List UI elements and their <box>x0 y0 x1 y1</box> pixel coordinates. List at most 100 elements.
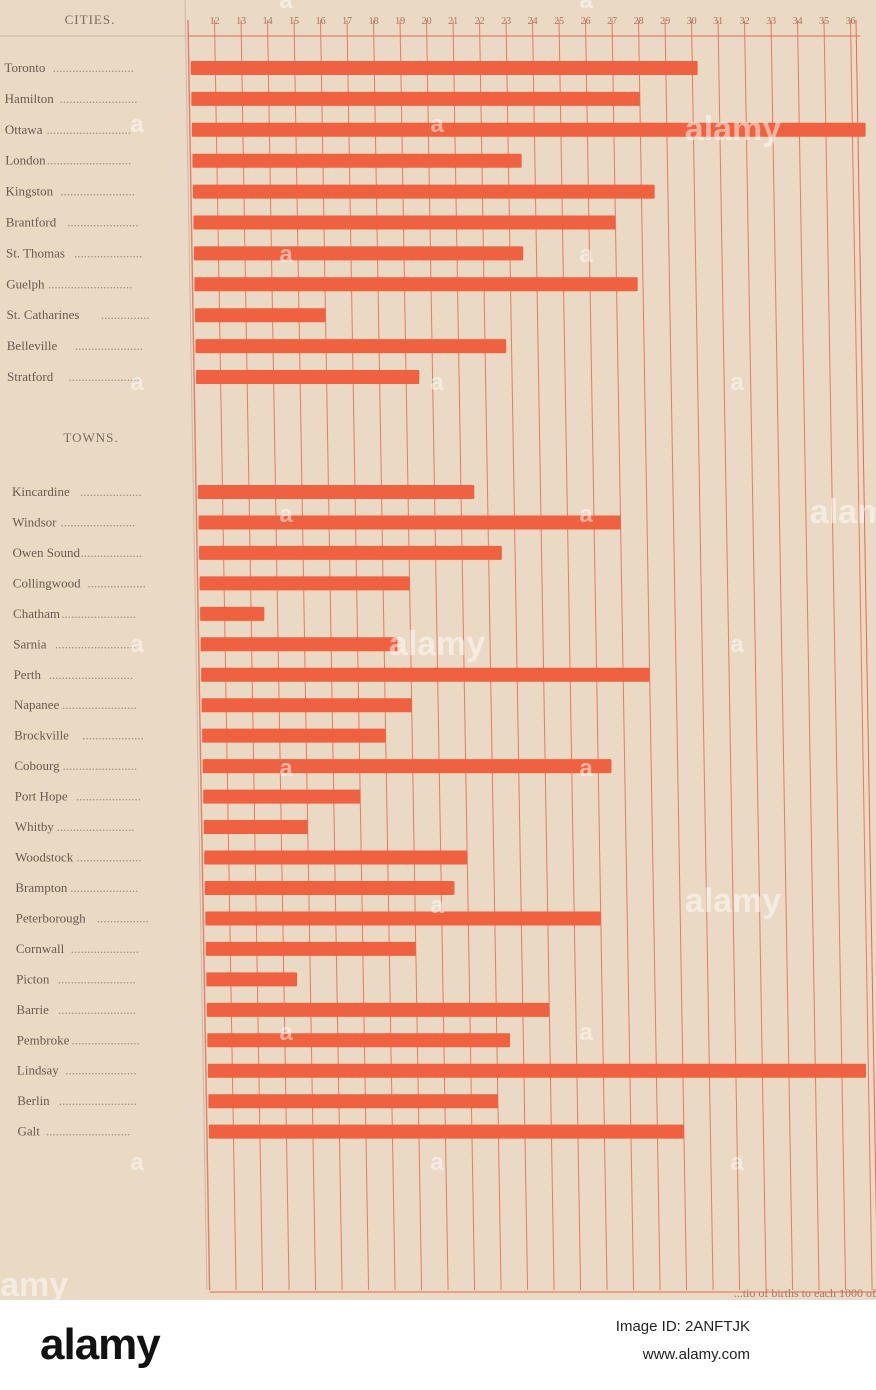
x-tick-label: 25 <box>554 16 564 27</box>
leader-dots: ...................... <box>65 1063 137 1078</box>
leader-dots: ..................... <box>71 941 139 956</box>
category-label: London <box>5 153 46 168</box>
bar-sarnia <box>200 637 398 652</box>
x-tick-label: 34 <box>793 16 803 27</box>
x-tick-label: 36 <box>846 16 856 27</box>
x-tick-label: 14 <box>263 16 273 27</box>
x-tick-label: 27 <box>607 16 617 27</box>
alamy-watermark-letter: a <box>279 755 293 782</box>
towns-heading: TOWNS. <box>63 430 118 445</box>
alamy-watermark: alamy <box>389 625 485 663</box>
grid-line-34 <box>797 19 820 1291</box>
leader-dots: .................... <box>77 850 142 865</box>
bar-whitby <box>203 820 308 835</box>
leader-dots: .................... <box>76 789 141 804</box>
leader-dots: ....................... <box>63 758 138 773</box>
alamy-watermark-letter: a <box>130 369 144 396</box>
alamy-watermark: alamy <box>0 1266 68 1300</box>
bar-cobourg <box>202 759 612 774</box>
category-label: Windsor <box>12 514 57 529</box>
bar-st-thomas <box>193 246 524 261</box>
x-tick-label: 30 <box>687 16 697 27</box>
category-label: Ottawa <box>5 122 43 137</box>
leader-dots: ......................... <box>55 636 136 651</box>
x-tick-label: 13 <box>236 16 246 27</box>
alamy-watermark: alamy <box>685 882 781 920</box>
category-label: St. Catharines <box>7 307 80 322</box>
bar-chatham <box>200 606 265 621</box>
category-label: Pembroke <box>17 1032 70 1047</box>
bar-brampton <box>204 880 455 895</box>
alamy-watermark-letter: a <box>430 369 444 396</box>
bar-belleville <box>195 339 507 354</box>
bar-picton <box>206 972 298 987</box>
leader-dots: ....................... <box>61 606 136 621</box>
alamy-watermark-letter: a <box>579 501 593 528</box>
grid-line-15 <box>293 19 317 1291</box>
category-label: St. Thomas <box>6 245 65 260</box>
category-label: Woodstock <box>15 850 74 865</box>
bar-kingston <box>192 184 655 199</box>
bar-stratford <box>196 370 420 384</box>
x-tick-label: 24 <box>528 16 538 27</box>
alamy-watermark-letter: a <box>430 1149 444 1176</box>
leader-dots: ..................... <box>71 1032 139 1047</box>
x-tick-label: 28 <box>634 16 644 27</box>
leader-dots: ...................... <box>67 215 139 230</box>
grid-line-26 <box>585 19 608 1291</box>
category-label: Picton <box>16 971 50 986</box>
leader-dots: ........................ <box>56 819 134 834</box>
alamy-watermark-letter: a <box>279 1019 293 1046</box>
alamy-watermark-letter: a <box>279 501 293 528</box>
category-label: Guelph <box>6 276 45 291</box>
cities-heading: CITIES. <box>65 12 116 27</box>
site-url: www.alamy.com <box>642 1346 750 1363</box>
bar-owen-sound <box>199 545 502 560</box>
leader-dots: ................... <box>81 545 143 560</box>
alamy-watermark-letter: a <box>730 1149 744 1176</box>
alamy-watermark-letter: a <box>430 111 444 138</box>
category-label: Kincardine <box>12 484 70 499</box>
bar-woodstock <box>204 850 468 865</box>
x-tick-label: 31 <box>713 16 723 27</box>
leader-dots: ....................... <box>60 514 135 529</box>
leader-dots: ..................... <box>70 880 138 895</box>
bar-brockville <box>202 728 386 743</box>
category-label: Whitby <box>15 819 54 834</box>
category-label: Belleville <box>7 338 58 353</box>
bar-port-hope <box>203 789 361 804</box>
leader-dots: ............... <box>101 307 150 322</box>
category-label: Owen Sound <box>13 545 81 560</box>
bar-windsor <box>198 515 621 530</box>
x-tick-label: 26 <box>581 16 591 27</box>
alamy-watermark: alamy <box>685 110 781 148</box>
grid-line-36 <box>850 19 873 1291</box>
grid-line-11 <box>187 19 211 1291</box>
grid-line-33 <box>770 19 794 1291</box>
bar-brantford <box>193 215 616 230</box>
leader-dots: .................. <box>87 575 146 590</box>
bar-berlin <box>208 1094 498 1109</box>
alamy-watermark-letter: a <box>579 755 593 782</box>
bar-peterborough <box>205 911 601 926</box>
alamy-watermark-letter: a <box>730 631 744 658</box>
x-tick-label: 29 <box>660 16 670 27</box>
leader-dots: ........................ <box>59 1093 137 1108</box>
alamy-watermark-letter: a <box>579 241 593 268</box>
grid-line-22 <box>479 19 502 1291</box>
grid-line-24 <box>532 19 555 1291</box>
category-label: Barrie <box>16 1002 49 1017</box>
x-tick-label: 35 <box>819 16 829 27</box>
grid-line-28 <box>638 19 661 1291</box>
image-id-label: Image ID: 2ANFTJK <box>615 1318 750 1335</box>
bar-kincardine <box>198 485 475 499</box>
category-label: Port Hope <box>15 789 68 804</box>
bar-napanee <box>201 698 412 713</box>
bar-st-catharines <box>195 308 326 323</box>
grid-line-14 <box>267 19 290 1291</box>
grid-line-18 <box>373 19 396 1291</box>
leader-dots: ................... <box>80 484 142 499</box>
leader-dots: ..................... <box>75 338 143 353</box>
category-label: Sarnia <box>13 636 46 651</box>
category-label: Cobourg <box>14 758 60 773</box>
